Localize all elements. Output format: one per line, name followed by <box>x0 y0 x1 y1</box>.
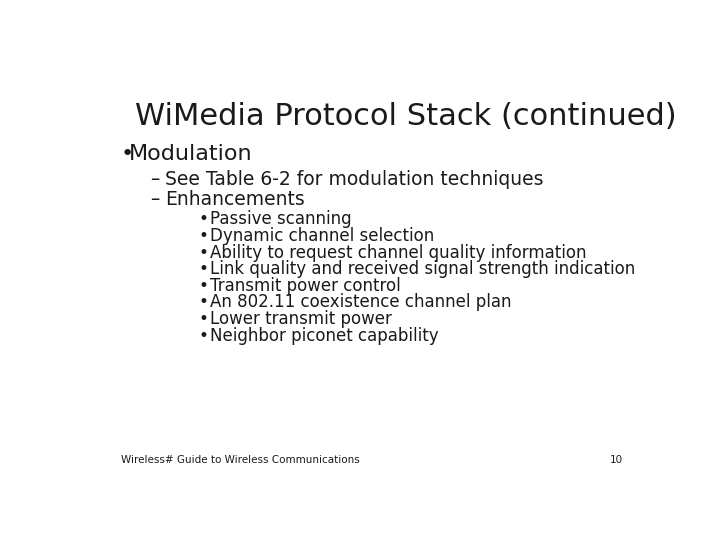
Text: Ability to request channel quality information: Ability to request channel quality infor… <box>210 244 587 261</box>
Text: •: • <box>199 260 209 278</box>
Text: An 802.11 coexistence channel plan: An 802.11 coexistence channel plan <box>210 294 511 312</box>
Text: –: – <box>150 170 160 188</box>
Text: Link quality and received signal strength indication: Link quality and received signal strengt… <box>210 260 635 278</box>
Text: •: • <box>199 277 209 295</box>
Text: Wireless# Guide to Wireless Communications: Wireless# Guide to Wireless Communicatio… <box>121 455 359 465</box>
Text: •: • <box>199 327 209 345</box>
Text: –: – <box>150 190 160 208</box>
Text: WiMedia Protocol Stack (continued): WiMedia Protocol Stack (continued) <box>135 102 676 131</box>
Text: •: • <box>199 210 209 228</box>
Text: •: • <box>199 244 209 261</box>
Text: 10: 10 <box>610 455 623 465</box>
Text: •: • <box>199 227 209 245</box>
Text: Transmit power control: Transmit power control <box>210 277 401 295</box>
Text: Neighbor piconet capability: Neighbor piconet capability <box>210 327 438 345</box>
Text: Lower transmit power: Lower transmit power <box>210 310 392 328</box>
Text: Passive scanning: Passive scanning <box>210 210 351 228</box>
Text: •: • <box>199 294 209 312</box>
Text: Dynamic channel selection: Dynamic channel selection <box>210 227 434 245</box>
Text: •: • <box>199 310 209 328</box>
Text: •: • <box>121 144 134 164</box>
Text: Enhancements: Enhancements <box>166 190 305 208</box>
Text: See Table 6-2 for modulation techniques: See Table 6-2 for modulation techniques <box>166 170 544 188</box>
Text: Modulation: Modulation <box>129 144 253 164</box>
